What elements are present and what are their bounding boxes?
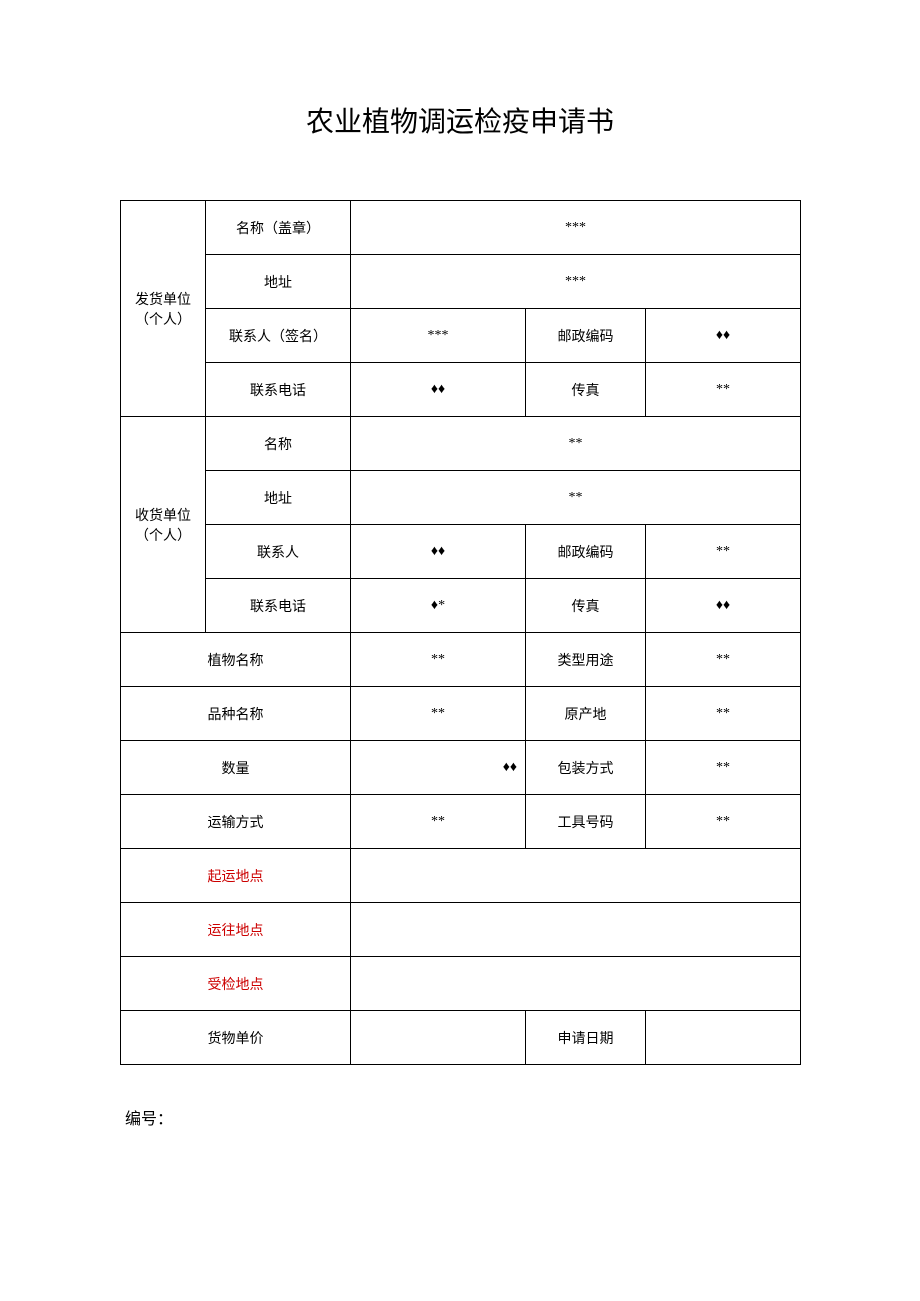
table-row: 运输方式 ** 工具号码 ** (121, 795, 801, 849)
table-row: 联系电话 ♦♦ 传真 ** (121, 363, 801, 417)
receiver-address-label: 地址 (206, 471, 351, 525)
date-value (646, 1011, 801, 1065)
plant-type-label: 类型用途 (526, 633, 646, 687)
destination-value (351, 903, 801, 957)
variety-value: ** (351, 687, 526, 741)
receiver-group-label: 收货单位（个人） (121, 417, 206, 633)
receiver-phone-value: ♦* (351, 579, 526, 633)
tool-value: ** (646, 795, 801, 849)
quantity-value: ♦♦ (351, 741, 526, 795)
inspection-label: 受检地点 (121, 957, 351, 1011)
price-label: 货物单价 (121, 1011, 351, 1065)
sender-contact-value: *** (351, 309, 526, 363)
receiver-fax-value: ♦♦ (646, 579, 801, 633)
origin-label: 原产地 (526, 687, 646, 741)
receiver-contact-label: 联系人 (206, 525, 351, 579)
table-row: 运往地点 (121, 903, 801, 957)
table-row: 发货单位（个人） 名称（盖章） *** (121, 201, 801, 255)
sender-address-value: *** (351, 255, 801, 309)
table-row: 数量 ♦♦ 包装方式 ** (121, 741, 801, 795)
plant-name-value: ** (351, 633, 526, 687)
receiver-name-value: ** (351, 417, 801, 471)
receiver-address-value: ** (351, 471, 801, 525)
sender-postal-value: ♦♦ (646, 309, 801, 363)
departure-value (351, 849, 801, 903)
price-value (351, 1011, 526, 1065)
serial-number-label: 编号： (120, 1105, 800, 1129)
quantity-label: 数量 (121, 741, 351, 795)
table-row: 植物名称 ** 类型用途 ** (121, 633, 801, 687)
sender-group-label: 发货单位（个人） (121, 201, 206, 417)
table-row: 联系人 ♦♦ 邮政编码 ** (121, 525, 801, 579)
tool-label: 工具号码 (526, 795, 646, 849)
receiver-fax-label: 传真 (526, 579, 646, 633)
inspection-value (351, 957, 801, 1011)
receiver-phone-label: 联系电话 (206, 579, 351, 633)
transport-value: ** (351, 795, 526, 849)
table-row: 收货单位（个人） 名称 ** (121, 417, 801, 471)
origin-value: ** (646, 687, 801, 741)
variety-label: 品种名称 (121, 687, 351, 741)
table-row: 地址 *** (121, 255, 801, 309)
application-form-table: 发货单位（个人） 名称（盖章） *** 地址 *** 联系人（签名） *** 邮… (120, 200, 801, 1065)
sender-postal-label: 邮政编码 (526, 309, 646, 363)
table-row: 联系电话 ♦* 传真 ♦♦ (121, 579, 801, 633)
table-row: 联系人（签名） *** 邮政编码 ♦♦ (121, 309, 801, 363)
sender-fax-value: ** (646, 363, 801, 417)
document-title: 农业植物调运检疫申请书 (120, 100, 800, 140)
sender-name-value: *** (351, 201, 801, 255)
departure-label: 起运地点 (121, 849, 351, 903)
transport-label: 运输方式 (121, 795, 351, 849)
plant-name-label: 植物名称 (121, 633, 351, 687)
sender-phone-label: 联系电话 (206, 363, 351, 417)
packaging-value: ** (646, 741, 801, 795)
packaging-label: 包装方式 (526, 741, 646, 795)
destination-label: 运往地点 (121, 903, 351, 957)
sender-contact-label: 联系人（签名） (206, 309, 351, 363)
table-row: 货物单价 申请日期 (121, 1011, 801, 1065)
sender-name-label: 名称（盖章） (206, 201, 351, 255)
sender-fax-label: 传真 (526, 363, 646, 417)
table-row: 起运地点 (121, 849, 801, 903)
receiver-contact-value: ♦♦ (351, 525, 526, 579)
plant-type-value: ** (646, 633, 801, 687)
table-row: 地址 ** (121, 471, 801, 525)
receiver-name-label: 名称 (206, 417, 351, 471)
receiver-postal-value: ** (646, 525, 801, 579)
sender-address-label: 地址 (206, 255, 351, 309)
table-row: 品种名称 ** 原产地 ** (121, 687, 801, 741)
date-label: 申请日期 (526, 1011, 646, 1065)
table-row: 受检地点 (121, 957, 801, 1011)
receiver-postal-label: 邮政编码 (526, 525, 646, 579)
sender-phone-value: ♦♦ (351, 363, 526, 417)
